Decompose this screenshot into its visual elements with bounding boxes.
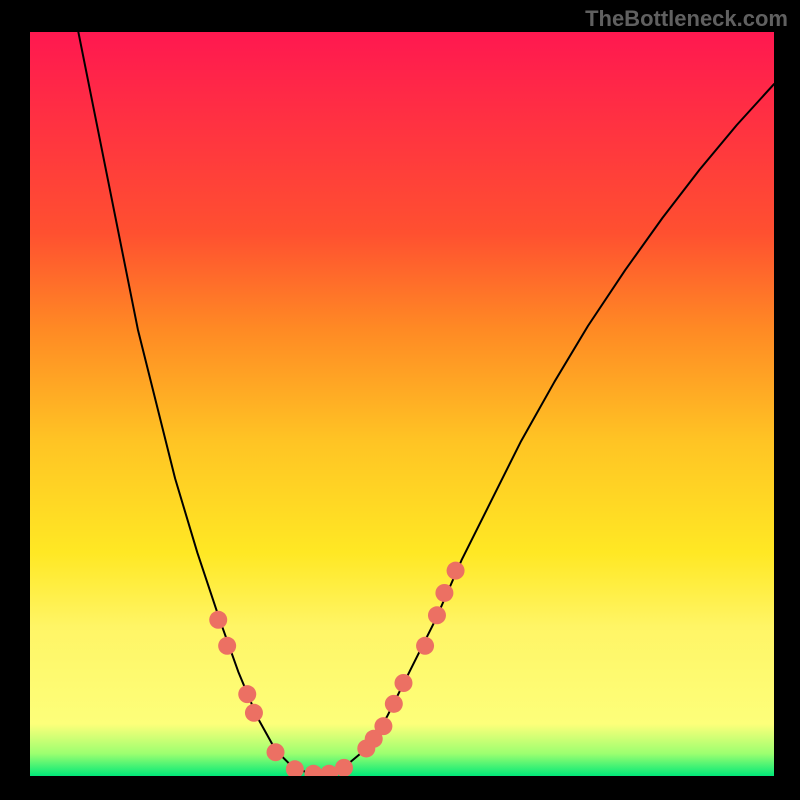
data-dot <box>335 759 353 776</box>
data-dot <box>416 637 434 655</box>
data-dot <box>394 674 412 692</box>
data-dot <box>209 611 227 629</box>
chart-plot-area <box>30 32 774 776</box>
watermark-text: TheBottleneck.com <box>585 6 788 32</box>
data-dot <box>435 584 453 602</box>
data-dot <box>267 743 285 761</box>
data-dot <box>447 562 465 580</box>
data-dot <box>238 685 256 703</box>
data-dot <box>374 717 392 735</box>
data-dot <box>218 637 236 655</box>
data-dot <box>385 695 403 713</box>
data-dot <box>245 704 263 722</box>
data-dot <box>428 606 446 624</box>
plot-background <box>30 32 774 776</box>
chart-svg <box>30 32 774 776</box>
